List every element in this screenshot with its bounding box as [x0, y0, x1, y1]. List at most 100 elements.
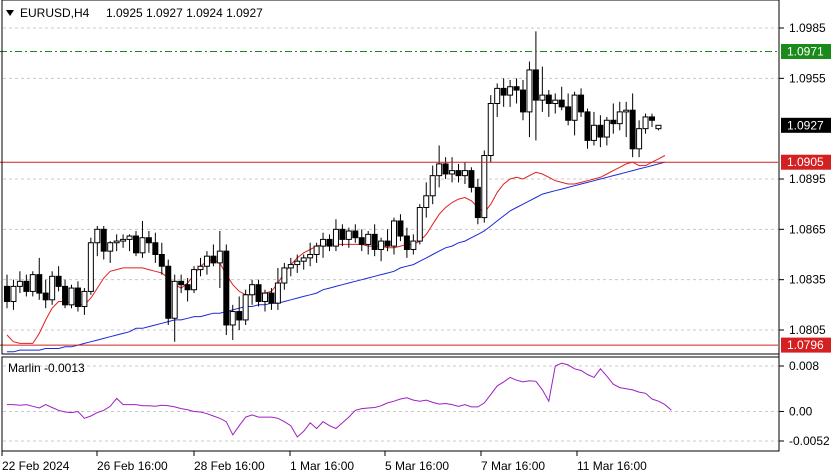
candle-body	[223, 250, 230, 326]
candle	[223, 244, 230, 336]
candle-body	[120, 238, 127, 242]
candle	[287, 257, 294, 277]
candle	[197, 257, 204, 277]
dropdown-triangle-icon[interactable]	[6, 10, 14, 16]
candle-body	[642, 116, 649, 130]
candle	[642, 113, 649, 134]
candle	[178, 274, 185, 294]
candle	[68, 284, 75, 309]
candle	[29, 271, 36, 297]
candle	[391, 217, 397, 255]
candle	[378, 237, 385, 262]
candle	[410, 234, 417, 255]
candle	[74, 281, 81, 312]
candle	[294, 254, 301, 273]
candle-body	[158, 254, 165, 267]
candle	[629, 93, 636, 158]
main-pane-frame	[1, 0, 780, 355]
candle-body	[442, 163, 449, 175]
candle-body	[597, 124, 604, 138]
candle	[507, 80, 514, 107]
marlin-oscillator-line	[7, 362, 672, 438]
candle-body	[191, 269, 198, 291]
candle	[242, 289, 249, 325]
candle	[281, 262, 288, 290]
candle	[236, 296, 243, 330]
price-axis-labels: 1.0985 1.0955 1.0895 1.0865 1.0835 1.0805	[779, 21, 826, 337]
candle-body	[10, 285, 17, 302]
candle-body	[197, 265, 204, 271]
candle-body	[262, 292, 268, 302]
candle-body	[4, 285, 10, 302]
candle	[81, 288, 88, 315]
candle	[203, 251, 210, 275]
candle-body	[494, 87, 501, 105]
candle-body	[455, 170, 462, 177]
candle-body	[610, 119, 617, 125]
candle-body	[287, 264, 294, 269]
candle-body	[203, 255, 210, 267]
candle	[455, 163, 462, 183]
candle-body	[636, 128, 643, 150]
candle-body	[49, 275, 56, 301]
price-tick-label: 1.0805	[789, 323, 826, 337]
current-price-badge: 1.0927	[781, 117, 831, 133]
candle-body	[74, 287, 81, 308]
candle-body	[461, 170, 468, 177]
candle-body	[629, 109, 636, 150]
candle	[345, 227, 352, 248]
candle	[423, 182, 430, 218]
candle	[36, 257, 43, 300]
candle-body	[520, 89, 526, 113]
candle-body	[100, 228, 107, 252]
candle	[636, 120, 643, 158]
price-gridlines	[3, 27, 778, 331]
oscillator-axis-labels: 0.008 0.00 -0.0052	[779, 359, 830, 448]
candle	[120, 234, 127, 248]
candle-body	[281, 267, 288, 284]
candle	[326, 234, 333, 252]
candlestick-series	[4, 31, 662, 342]
candle-body	[655, 124, 662, 130]
candle-body	[242, 294, 249, 321]
candle	[229, 304, 236, 341]
indicator-moving-averages	[6, 155, 666, 353]
candle-body	[403, 235, 410, 250]
candle-body	[94, 228, 101, 244]
time-label: 11 Mar 16:00	[577, 459, 647, 473]
time-label: 5 Mar 16:00	[385, 459, 449, 473]
candle	[545, 90, 552, 117]
candle	[623, 101, 630, 138]
candle	[184, 277, 191, 302]
candle	[49, 271, 56, 305]
candle-body	[371, 233, 378, 250]
candle	[307, 242, 314, 267]
support-price-badge: 1.0796	[781, 337, 831, 353]
candle-body	[436, 163, 443, 177]
candle-body	[184, 284, 191, 291]
candle	[262, 289, 268, 312]
candle-body	[397, 220, 404, 237]
candle	[10, 279, 17, 310]
candle	[313, 242, 320, 263]
current-price-label: 1.0927	[787, 118, 824, 132]
candle	[165, 259, 172, 325]
candle-body	[236, 311, 243, 321]
candle-body	[623, 109, 630, 113]
candle-body	[590, 124, 597, 141]
candle	[300, 254, 307, 270]
candle-body	[449, 170, 456, 175]
candle	[332, 219, 339, 252]
candle	[539, 66, 546, 112]
candle-body	[307, 254, 314, 259]
candle-body	[507, 86, 514, 96]
candle	[191, 266, 198, 294]
candle	[603, 116, 610, 146]
osc-tick-label: 0.00	[789, 404, 813, 418]
candle-body	[313, 245, 320, 256]
support-price-label: 1.0796	[787, 338, 824, 352]
candle-body	[171, 280, 178, 319]
candle	[461, 162, 468, 185]
osc-tick-label: 0.008	[789, 359, 819, 373]
